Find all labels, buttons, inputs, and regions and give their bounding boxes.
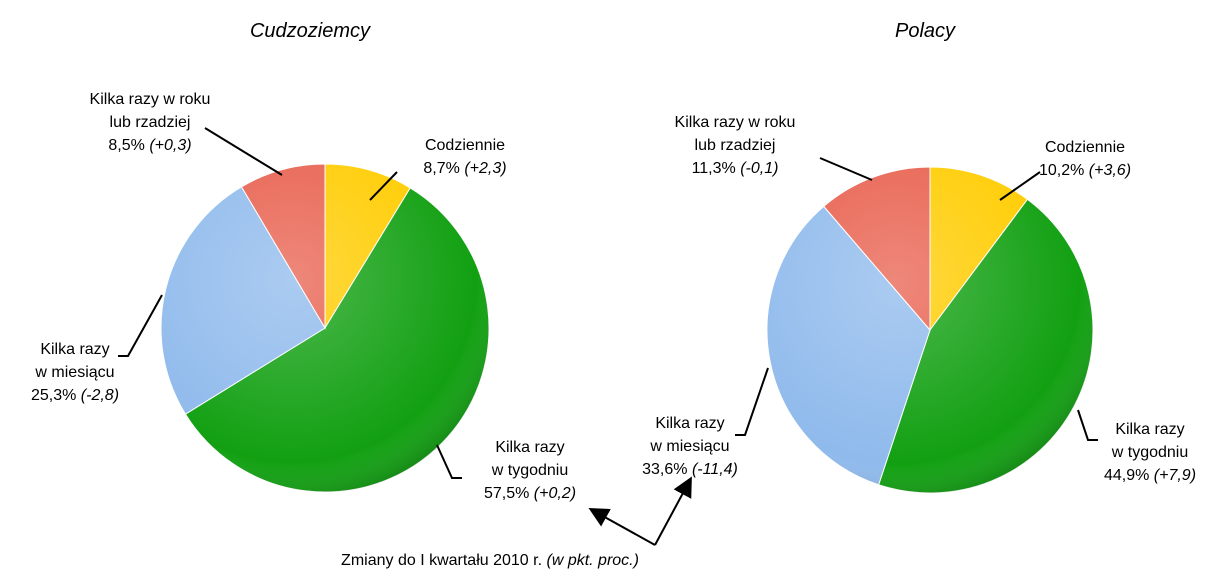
leader-line [819,157,873,181]
category-line: Kilka razy w roku [90,91,211,108]
category-line: w miesiącu [34,364,114,381]
value-label: 8,7% [423,160,459,177]
value-label: 44,9% [1104,467,1149,484]
annotation-note: (w pkt. proc.) [546,552,638,569]
leader-line [735,367,769,436]
change-label: (+3,6) [1089,162,1131,179]
leader-line [204,127,283,176]
value-label: 25,3% [31,387,76,404]
slice-label: Kilka razy w tygodniu 44,9% (+7,9) [1104,421,1196,484]
category-line: Codziennie [1045,139,1125,156]
category-line: w tygodniu [491,462,569,479]
annotation-text: Zmiany do I kwartału 2010 r. [341,552,542,569]
chart-title: Cudzoziemcy [250,20,371,42]
value-label: 8,5% [108,137,144,154]
change-label: (-2,8) [81,387,119,404]
category-line: Kilka razy [495,439,564,456]
change-label: (+7,9) [1154,467,1196,484]
change-label: (+0,3) [149,137,191,154]
category-line: Kilka razy [1115,421,1184,438]
slice-label: Kilka razy w tygodniu 57,5% (+0,2) [484,439,576,502]
value-label: 33,6% [642,461,687,478]
value-label: 11,3% [692,160,736,177]
category-line: Kilka razy w roku [675,114,796,131]
leader-line [1077,409,1098,441]
leader-line [999,171,1041,201]
arrow [588,508,656,546]
change-label: (-0,1) [740,160,778,177]
category-line: lub rzadziej [695,137,776,154]
category-line: Codziennie [425,137,505,154]
slice-label: Kilka razy w roku lub rzadziej 11,3% (-0,1… [675,114,796,177]
category-line: Kilka razy [40,341,109,358]
slice-label: Codziennie 8,7% (+2,3) [423,137,506,177]
leader-line [118,294,163,357]
value-label: 10,2% [1039,162,1084,179]
change-label: (+0,2) [534,485,576,502]
value-label: 57,5% [484,485,529,502]
change-label: (+2,3) [464,160,506,177]
arrow [654,476,692,546]
category-line: w tygodniu [1111,444,1189,461]
change-label: (-11,4) [692,461,738,478]
slice-label: Kilka razy w miesiącu 33,6% (-11,4) [642,415,738,478]
leader-line [369,171,398,201]
category-line: Kilka razy [655,415,724,432]
chart-title: Polacy [895,20,956,42]
category-line: w miesiącu [649,438,729,455]
leader-line [436,444,462,479]
slice-label: Codziennie 10,2% (+3,6) [1039,139,1131,179]
slice-label: Kilka razy w roku lub rzadziej 8,5% (+0,3) [90,91,211,154]
category-line: lub rzadziej [110,114,191,131]
annotation: Zmiany do I kwartału 2010 r. (w pkt. pro… [341,552,639,569]
slice-label: Kilka razy w miesiącu 25,3% (-2,8) [31,341,119,404]
